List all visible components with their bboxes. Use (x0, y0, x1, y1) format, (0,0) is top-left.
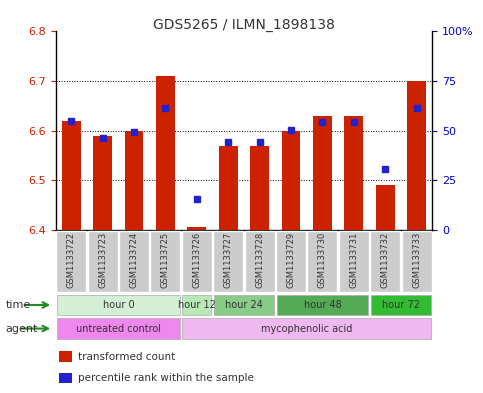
FancyBboxPatch shape (370, 231, 400, 292)
FancyBboxPatch shape (276, 231, 306, 292)
FancyBboxPatch shape (57, 295, 180, 315)
FancyBboxPatch shape (401, 231, 432, 292)
FancyBboxPatch shape (183, 295, 211, 315)
Bar (187, 228, 206, 230)
Bar (59, 351, 72, 362)
Text: GDS5265 / ILMN_1898138: GDS5265 / ILMN_1898138 (153, 18, 335, 32)
Bar (93, 136, 112, 230)
Text: GSM1133729: GSM1133729 (286, 232, 296, 288)
Bar (219, 145, 238, 230)
FancyBboxPatch shape (214, 295, 274, 315)
FancyBboxPatch shape (119, 231, 149, 292)
Bar (344, 116, 363, 230)
FancyBboxPatch shape (307, 231, 338, 292)
Bar (125, 131, 143, 230)
Bar (156, 76, 175, 230)
Text: GSM1133722: GSM1133722 (67, 232, 76, 288)
FancyBboxPatch shape (277, 295, 368, 315)
FancyBboxPatch shape (183, 318, 431, 339)
Text: hour 48: hour 48 (303, 300, 341, 310)
FancyBboxPatch shape (371, 295, 431, 315)
Text: GSM1133726: GSM1133726 (192, 232, 201, 288)
Text: GSM1133733: GSM1133733 (412, 232, 421, 288)
Text: GSM1133728: GSM1133728 (255, 232, 264, 288)
Text: transformed count: transformed count (78, 352, 175, 362)
Bar (376, 185, 395, 230)
Text: GSM1133723: GSM1133723 (98, 232, 107, 288)
Bar (407, 81, 426, 230)
Text: hour 12: hour 12 (178, 300, 216, 310)
FancyBboxPatch shape (244, 231, 275, 292)
Bar (59, 373, 72, 384)
FancyBboxPatch shape (57, 318, 180, 339)
Text: GSM1133727: GSM1133727 (224, 232, 233, 288)
Text: GSM1133730: GSM1133730 (318, 232, 327, 288)
Text: hour 0: hour 0 (102, 300, 134, 310)
Text: hour 24: hour 24 (225, 300, 263, 310)
FancyBboxPatch shape (339, 231, 369, 292)
Text: mycophenolic acid: mycophenolic acid (261, 323, 353, 334)
Bar (313, 116, 332, 230)
Text: hour 72: hour 72 (382, 300, 420, 310)
FancyBboxPatch shape (150, 231, 181, 292)
Text: GSM1133725: GSM1133725 (161, 232, 170, 288)
Bar (250, 145, 269, 230)
Text: GSM1133732: GSM1133732 (381, 232, 390, 288)
Text: GSM1133724: GSM1133724 (129, 232, 139, 288)
FancyBboxPatch shape (87, 231, 118, 292)
FancyBboxPatch shape (56, 231, 86, 292)
Bar (282, 131, 300, 230)
FancyBboxPatch shape (182, 231, 212, 292)
FancyBboxPatch shape (213, 231, 243, 292)
Bar (62, 121, 81, 230)
Text: percentile rank within the sample: percentile rank within the sample (78, 373, 254, 383)
Text: time: time (6, 300, 31, 310)
Text: agent: agent (6, 323, 38, 334)
Text: GSM1133731: GSM1133731 (349, 232, 358, 288)
Text: untreated control: untreated control (76, 323, 161, 334)
